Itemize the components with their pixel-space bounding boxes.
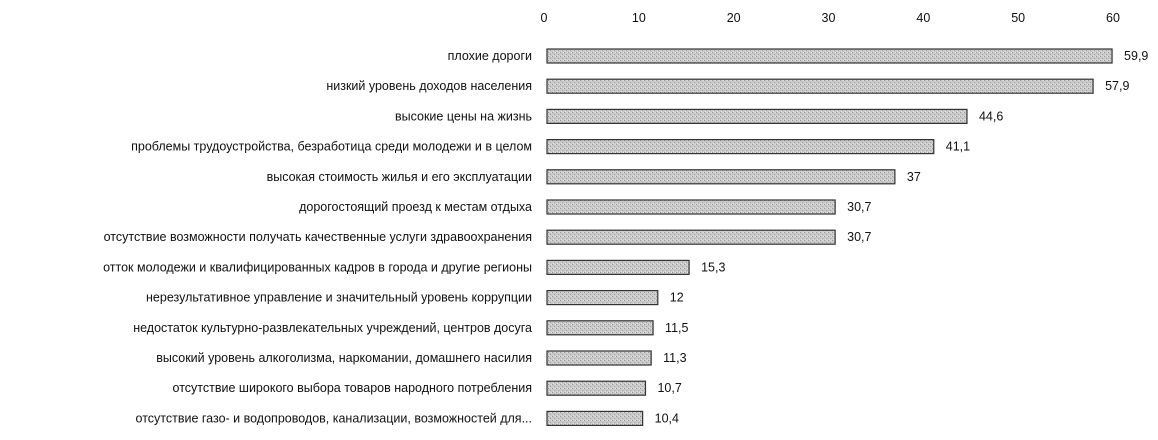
category-label: недостаток культурно-развлекательных учр… xyxy=(133,321,532,335)
bar xyxy=(546,410,644,426)
category-label: проблемы трудоустройства, безработица ср… xyxy=(131,140,532,154)
bar xyxy=(546,139,935,155)
bars xyxy=(546,48,1113,426)
category-label: отсутствие возможности получать качестве… xyxy=(104,230,532,244)
data-label: 12 xyxy=(670,291,684,305)
x-tick-label: 20 xyxy=(727,11,741,25)
data-label: 57,9 xyxy=(1105,79,1129,93)
bar xyxy=(546,48,1113,64)
data-label: 44,6 xyxy=(979,109,1003,123)
category-label: отсутствие газо- и водопроводов, канализ… xyxy=(136,411,532,425)
data-label: 10,7 xyxy=(657,381,681,395)
category-label: высокие цены на жизнь xyxy=(395,109,532,123)
bar xyxy=(546,380,647,396)
x-axis-ticks: 0 10 20 30 40 50 60 xyxy=(541,11,1120,25)
x-tick-label: 10 xyxy=(632,11,646,25)
x-tick-label: 40 xyxy=(916,11,930,25)
bar xyxy=(546,169,896,185)
bar xyxy=(546,350,652,366)
x-tick-label: 60 xyxy=(1106,11,1120,25)
data-label: 11,3 xyxy=(663,351,686,365)
data-label: 59,9 xyxy=(1124,49,1148,63)
category-label: дорогостоящий проезд к местам отдыха xyxy=(299,200,532,214)
category-label: высокая стоимость жилья и его эксплуатац… xyxy=(267,170,532,184)
data-label: 11,5 xyxy=(665,321,688,335)
bar xyxy=(546,259,690,275)
bar xyxy=(546,229,836,245)
bar xyxy=(546,290,659,306)
bar xyxy=(546,320,654,336)
x-tick-label: 30 xyxy=(822,11,836,25)
x-tick-label: 0 xyxy=(541,11,548,25)
data-labels: 59,9 57,9 44,6 41,1 37 30,7 30,7 15,3 12 11,5 11,3… xyxy=(655,49,1149,425)
data-label: 37 xyxy=(907,170,921,184)
category-label: отсутствие широкого выбора товаров народ… xyxy=(173,381,532,395)
data-label: 30,7 xyxy=(847,200,871,214)
category-label: низкий уровень доходов населения xyxy=(326,79,532,93)
bar xyxy=(546,78,1094,94)
bar xyxy=(546,108,968,125)
data-label: 30,7 xyxy=(847,230,871,244)
category-label: нерезультативное управление и значительн… xyxy=(146,291,532,305)
bar xyxy=(546,199,836,215)
category-label: плохие дороги xyxy=(448,49,532,63)
data-label: 10,4 xyxy=(655,411,679,425)
category-labels: плохие дороги низкий уровень доходов насе… xyxy=(103,49,532,425)
x-tick-label: 50 xyxy=(1011,11,1025,25)
data-label: 41,1 xyxy=(946,140,970,154)
category-label: высокий уровень алкоголизма, наркомании,… xyxy=(156,351,532,365)
data-label: 15,3 xyxy=(701,260,725,274)
category-label: отток молодежи и квалифицированных кадро… xyxy=(103,260,532,274)
